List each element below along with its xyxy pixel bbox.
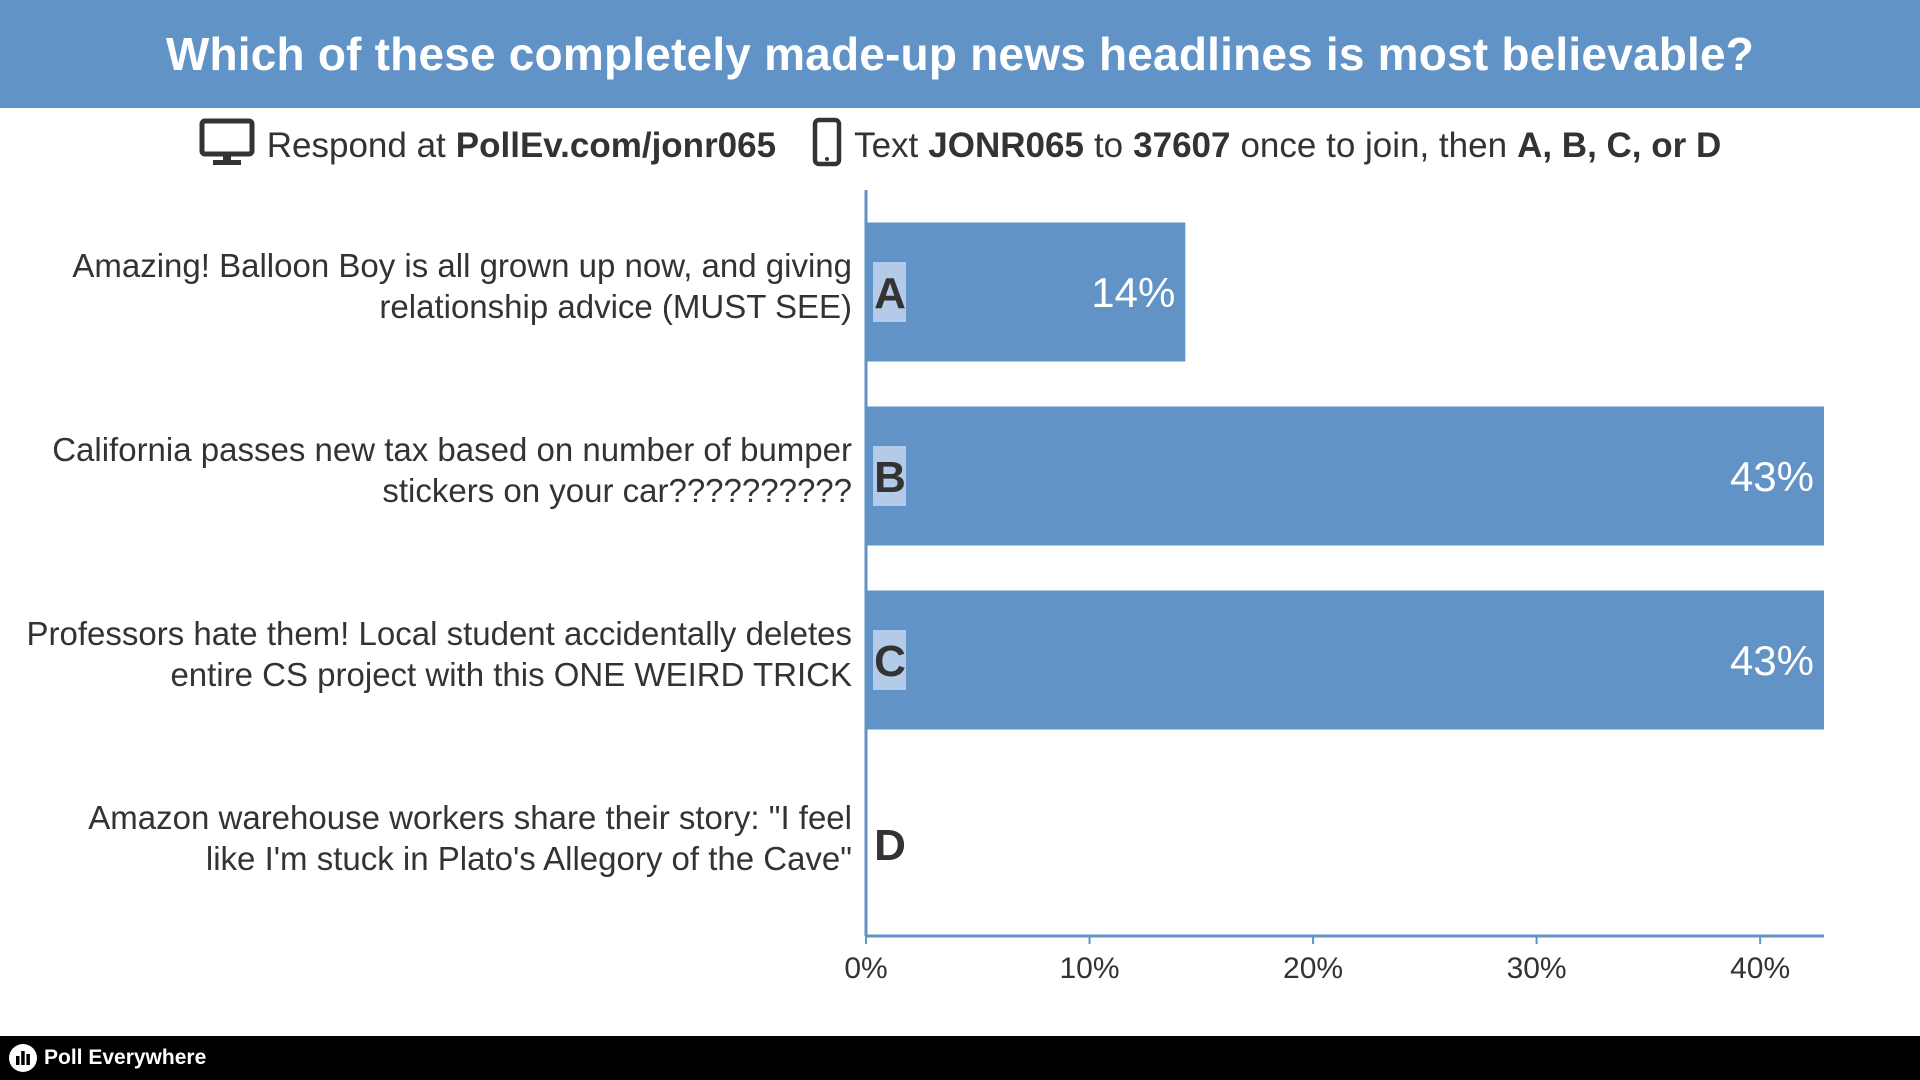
footer-bar: Poll Everywhere: [0, 1036, 1920, 1080]
x-tick-label: 10%: [1060, 952, 1120, 985]
x-tick-label: 20%: [1283, 952, 1343, 985]
bar-a: [866, 222, 1186, 362]
web-url[interactable]: PollEv.com/jonr065: [455, 126, 777, 165]
web-prefix: Respond at: [266, 126, 446, 165]
category-label-b: stickers on your car??????????: [382, 472, 852, 509]
bar-chart: 14% A Amazing! Balloon Boy is all grown up…: [27, 190, 1824, 985]
category-label-c: entire CS project with this ONE WEIRD TR…: [170, 656, 852, 693]
x-tick-label: 30%: [1507, 952, 1567, 985]
text-to: to: [1093, 126, 1124, 165]
category-label-d: like I'm stuck in Plato's Allegory of th…: [206, 840, 852, 877]
x-tick-label: 0%: [844, 952, 887, 985]
bar-c: [866, 590, 1824, 730]
letter-badge-b: [873, 446, 906, 506]
category-label-a: relationship advice (MUST SEE): [379, 288, 852, 325]
option-letter-b: B: [874, 453, 906, 502]
brand-name: Poll Everywhere: [44, 1046, 207, 1069]
answer-options: A, B, C, or D: [1517, 126, 1722, 165]
text-instruction: Text JONR065 to 37607 once to join, then…: [812, 117, 1721, 176]
phone-icon: [812, 117, 842, 176]
letter-badge-a: [873, 262, 906, 322]
response-instructions: Respond at PollEv.com/jonr065 Text JONR0…: [0, 112, 1920, 180]
monitor-icon: [199, 118, 255, 175]
value-label-b: 43%: [1730, 453, 1814, 500]
bar-b: [866, 406, 1824, 546]
option-letter-c: C: [874, 637, 906, 686]
value-label-a: 14%: [1091, 269, 1175, 316]
text-code: JONR065: [928, 126, 1084, 165]
join-text: once to join, then: [1240, 126, 1508, 165]
header-bar: Which of these completely made-up news h…: [0, 0, 1920, 108]
text-number: 37607: [1133, 126, 1231, 165]
web-instruction: Respond at PollEv.com/jonr065: [199, 118, 776, 175]
poll-title: Which of these completely made-up news h…: [165, 28, 1755, 80]
poll-everywhere-logo-icon: [8, 1043, 38, 1073]
option-letter-d: D: [874, 821, 906, 870]
text-prefix: Text: [854, 126, 919, 165]
category-label-d: Amazon warehouse workers share their sto…: [88, 799, 852, 836]
category-label-b: California passes new tax based on numbe…: [52, 431, 852, 468]
x-tick-label: 40%: [1730, 952, 1790, 985]
value-label-c: 43%: [1730, 637, 1814, 684]
option-letter-a: A: [874, 269, 906, 318]
letter-badge-c: [873, 630, 906, 690]
category-label-c: Professors hate them! Local student acci…: [27, 615, 852, 652]
category-label-a: Amazing! Balloon Boy is all grown up now…: [72, 247, 852, 284]
